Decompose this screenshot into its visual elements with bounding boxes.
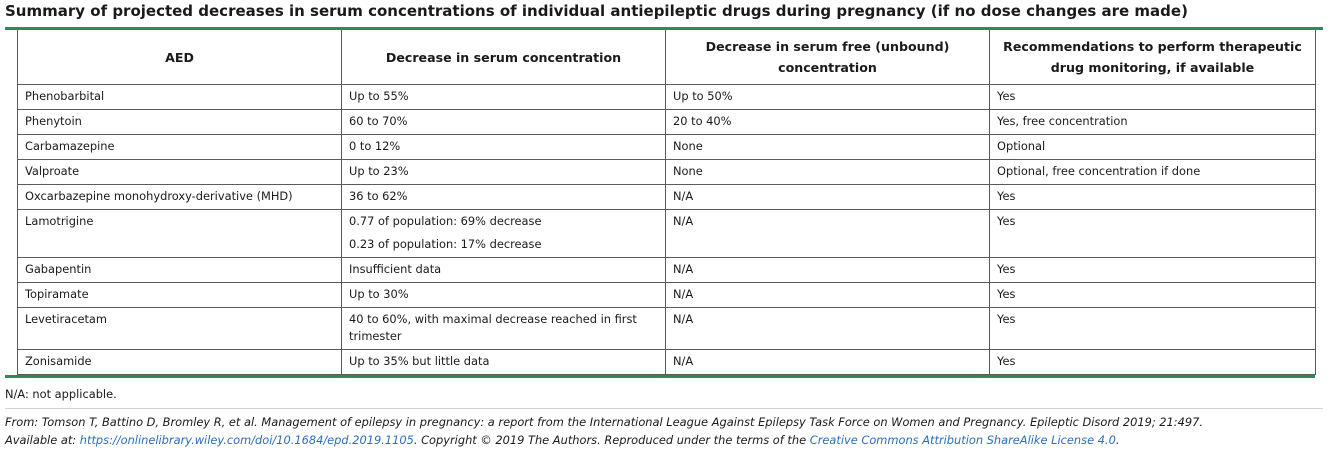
source-url-link[interactable]: https://onlinelibrary.wiley.com/doi/10.1… [79,433,414,447]
table-row: Carbamazepine 0 to 12% None Optional [17,134,1316,160]
cell-aed: Gabapentin [17,257,342,283]
cell-aed: Lamotrigine [17,209,342,258]
page: Summary of projected decreases in serum … [5,2,1323,449]
cell-recommendation: Yes [989,84,1316,110]
column-header-free-decrease: Decrease in serum free (unbound) concent… [665,30,990,85]
cell-recommendation: Optional [989,134,1316,160]
serum-decrease-value: 0.77 of population: 69% decrease [349,214,542,228]
cell-serum-decrease: 0 to 12% [341,134,666,160]
cell-recommendation: Yes [989,257,1316,283]
cell-free-decrease: N/A [665,282,990,308]
table-row: Phenobarbital Up to 55% Up to 50% Yes [17,84,1316,110]
serum-decrease-value: 60 to 70% [349,114,408,128]
cell-recommendation: Yes [989,282,1316,308]
serum-decrease-value: 0.23 of population: 17% decrease [349,237,542,251]
table-body: Phenobarbital Up to 55% Up to 50% Yes Phenyt… [17,84,1316,375]
cell-serum-decrease: 40 to 60%, with maximal decrease reached… [341,307,666,350]
cell-serum-decrease: Up to 55% [341,84,666,110]
table-row: Oxcarbazepine monohydroxy-derivative (MH… [17,184,1316,210]
cell-free-decrease: N/A [665,257,990,283]
cell-serum-decrease: Up to 23% [341,159,666,185]
cell-recommendation: Yes [989,349,1316,375]
cell-serum-decrease: Up to 30% [341,282,666,308]
cell-serum-decrease: 60 to 70% [341,109,666,135]
cell-free-decrease: None [665,159,990,185]
cell-free-decrease: None [665,134,990,160]
serum-decrease-value: Up to 35% but little data [349,354,490,368]
serum-decrease-value: 0 to 12% [349,139,401,153]
cell-recommendation: Yes [989,209,1316,258]
cell-aed: Valproate [17,159,342,185]
bottom-divider [5,375,1315,378]
cell-recommendation: Optional, free concentration if done [989,159,1316,185]
serum-decrease-value: 36 to 62% [349,189,408,203]
footnote: N/A: not applicable. [5,387,117,401]
cell-serum-decrease: 36 to 62% [341,184,666,210]
serum-decrease-value: Up to 55% [349,89,409,103]
cell-free-decrease: N/A [665,184,990,210]
aed-table: AED Decrease in serum concentration Decr… [17,30,1316,375]
serum-decrease-value: Insufficient data [349,262,442,276]
cell-aed: Zonisamide [17,349,342,375]
cell-serum-decrease: 0.77 of population: 69% decrease 0.23 of … [341,209,666,258]
table-row: Lamotrigine 0.77 of population: 69% decre… [17,209,1316,258]
cell-serum-decrease: Insufficient data [341,257,666,283]
cell-aed: Phenytoin [17,109,342,135]
source-citation: From: Tomson T, Battino D, Bromley R, et… [5,409,1205,449]
table-row: Phenytoin 60 to 70% 20 to 40% Yes, free con… [17,109,1316,135]
source-text-middle: . Copyright © 2019 The Authors. Reproduc… [413,433,810,447]
cell-aed: Topiramate [17,282,342,308]
cell-recommendation: Yes [989,307,1316,350]
table-row: Gabapentin Insufficient data N/A Yes [17,257,1316,283]
cell-aed: Oxcarbazepine monohydroxy-derivative (MH… [17,184,342,210]
cell-aed: Carbamazepine [17,134,342,160]
license-link[interactable]: Creative Commons Attribution ShareAlike … [809,433,1116,447]
top-divider [5,27,1323,30]
cell-serum-decrease: Up to 35% but little data [341,349,666,375]
page-title: Summary of projected decreases in serum … [5,2,1188,20]
cell-aed: Levetiracetam [17,307,342,350]
cell-free-decrease: N/A [665,209,990,258]
table-row: Levetiracetam 40 to 60%, with maximal dec… [17,307,1316,350]
table-row: Zonisamide Up to 35% but little data N/A Ye… [17,349,1316,375]
source-divider [5,408,1323,409]
cell-recommendation: Yes, free concentration [989,109,1316,135]
column-header-recommendation: Recommendations to perform therapeutic d… [989,30,1316,85]
cell-free-decrease: N/A [665,349,990,375]
source-text-before: From: Tomson T, Battino D, Bromley R, et… [5,415,1204,447]
serum-decrease-value: Up to 23% [349,164,409,178]
table-row: Valproate Up to 23% None Optional, free con… [17,159,1316,185]
cell-free-decrease: Up to 50% [665,84,990,110]
serum-decrease-value: Up to 30% [349,287,409,301]
cell-recommendation: Yes [989,184,1316,210]
cell-free-decrease: 20 to 40% [665,109,990,135]
table-row: Topiramate Up to 30% N/A Yes [17,282,1316,308]
source-text-end: . [1115,433,1120,447]
cell-free-decrease: N/A [665,307,990,350]
cell-aed: Phenobarbital [17,84,342,110]
column-header-aed: AED [17,30,342,85]
table-container: AED Decrease in serum concentration Decr… [17,30,1316,375]
column-header-serum-decrease: Decrease in serum concentration [341,30,666,85]
serum-decrease-value: 40 to 60%, with maximal decrease reached… [349,312,637,343]
table-header-row: AED Decrease in serum concentration Decr… [17,30,1316,85]
